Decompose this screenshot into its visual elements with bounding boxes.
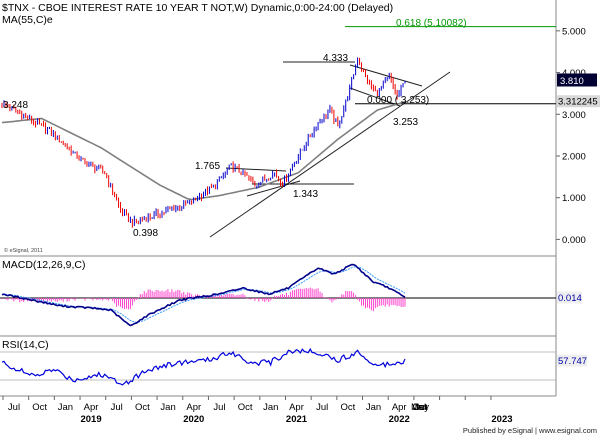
y-tick-label: 1.000 <box>562 193 586 204</box>
last-ma-label: 3.312245 <box>558 97 598 108</box>
ma-label: MA(55,C)e <box>2 14 53 26</box>
x-tick-label: Jan <box>160 402 175 413</box>
rsi-title: RSI(14,C) <box>2 339 49 351</box>
x-tick-label: Jul <box>316 402 328 413</box>
y-tick-label: 5.000 <box>562 26 586 37</box>
fib-0618-label: 0.618 (5.10082) <box>396 18 467 29</box>
x-tick-label: Apr <box>392 402 407 413</box>
x-tick-label: Oct <box>135 402 150 413</box>
y-tick-label: 2.000 <box>562 151 586 162</box>
label-3248: 3.248 <box>3 100 28 111</box>
x-tick-label: Jul <box>213 402 225 413</box>
x-year-label: 2022 <box>389 414 410 425</box>
label-1343: 1.343 <box>293 189 318 200</box>
x-tick-label: Apr <box>84 402 99 413</box>
x-tick-label: Jul <box>111 402 123 413</box>
macd-last-badge <box>557 291 582 304</box>
trendline-support <box>209 71 451 238</box>
x-year-label: 2023 <box>491 414 512 425</box>
copyright: © eSignal, 2011 <box>4 247 43 254</box>
label-0398: 0.398 <box>133 228 158 239</box>
rsi-line <box>1 347 406 386</box>
chart-title: $TNX - CBOE INTEREST RATE 10 YEAR T NOT,… <box>2 2 393 14</box>
label-1765: 1.765 <box>195 161 220 172</box>
x-tick-label: Jul <box>414 402 426 413</box>
x-tick-label: May <box>411 402 429 413</box>
x-tick-label: Apr <box>289 402 304 413</box>
last-ma-badge <box>557 95 600 108</box>
rsi-last-label: 57.747 <box>558 356 587 367</box>
footer-published: Published by eSignal | www.esignal.com <box>463 426 597 435</box>
x-year-label: 2021 <box>286 414 308 425</box>
x-tick-label: Jan <box>58 402 73 413</box>
macd-title: MACD(12,26,9,C) <box>2 259 85 271</box>
x-tick-label: Apr <box>186 402 201 413</box>
macd-line <box>1 263 406 327</box>
last-price-label: 3.810 <box>560 76 584 87</box>
label-4333: 4.333 <box>323 53 348 64</box>
trendline-2021-top <box>225 167 287 172</box>
y-tick-label: 0.000 <box>562 235 586 246</box>
macd-last-label: 0.014 <box>558 293 582 304</box>
last-price-badge <box>557 73 597 87</box>
x-tick-label: Oct <box>413 402 428 413</box>
x-tick-label: Oct <box>32 402 47 413</box>
trendline-lower-wedge <box>349 87 401 107</box>
y-tick-label: 3.000 <box>562 110 586 121</box>
x-tick-label: Jan <box>366 402 381 413</box>
label-3253: 3.253 <box>393 117 418 128</box>
x-tick-label: Oct <box>340 402 355 413</box>
x-tick-label: Jul <box>8 402 20 413</box>
x-year-label: 2019 <box>80 414 101 425</box>
fib-0000-label: 0.000 ( 3.253) <box>367 95 429 106</box>
x-tick-label: Jan <box>263 402 278 413</box>
x-tick-label: Jan <box>412 402 427 413</box>
x-year-label: 2020 <box>183 414 204 425</box>
rsi-last-badge <box>557 354 587 367</box>
x-tick-label: Oct <box>238 402 253 413</box>
